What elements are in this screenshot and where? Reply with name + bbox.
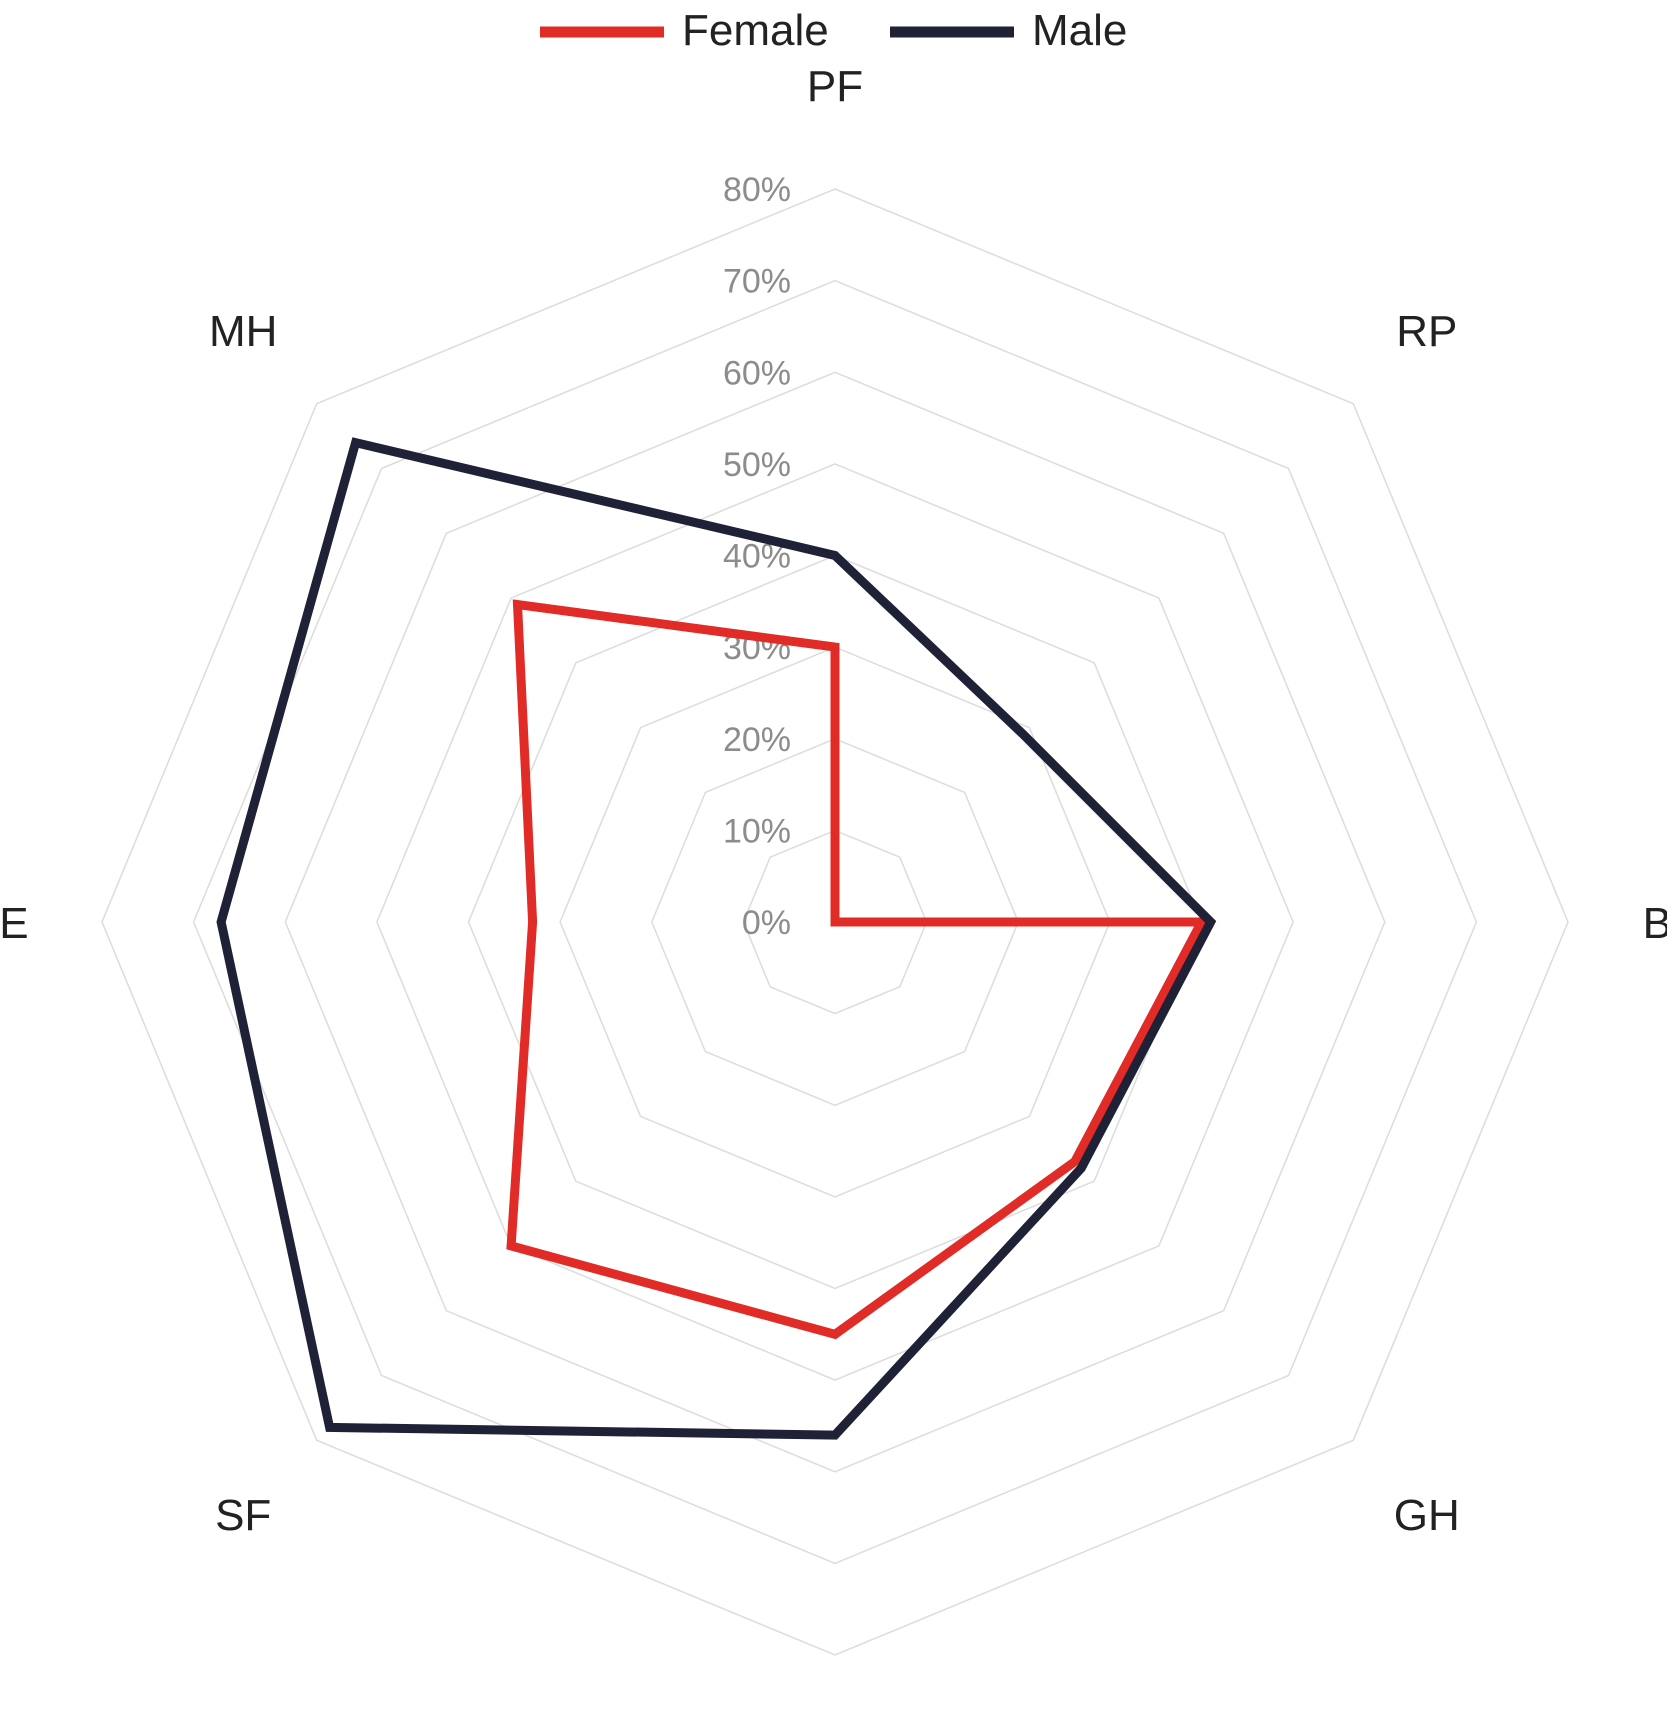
series-group	[216, 437, 1217, 1440]
tick-label: 70%	[723, 263, 791, 301]
series-line-female	[506, 599, 1209, 1340]
grid-ring-4	[467, 554, 1203, 1290]
legend-label-female: Female	[682, 6, 829, 55]
axis-label-bp: BP	[1643, 899, 1667, 948]
tick-label: 20%	[723, 721, 791, 759]
axis-label-sf: SF	[215, 1491, 271, 1540]
grid-ring-6	[284, 371, 1386, 1473]
legend-label-male: Male	[1032, 6, 1127, 55]
grid-ring-8	[101, 188, 1569, 1656]
axis-labels: PFRPBPGHVitSFREMH	[0, 62, 1667, 1540]
tick-label: 60%	[723, 354, 791, 392]
axis-label-mh: MH	[209, 307, 277, 356]
tick-label: 80%	[723, 171, 791, 209]
axis-label-gh: GH	[1394, 1491, 1460, 1540]
tick-label: 50%	[723, 446, 791, 484]
tick-label: 10%	[723, 812, 791, 850]
axis-label-pf: PF	[807, 62, 863, 111]
grid-ring-2	[650, 737, 1020, 1107]
series-line-male	[216, 437, 1217, 1440]
grid-ring-5	[376, 463, 1294, 1381]
grid-ring-1	[742, 829, 928, 1015]
grid-ring-3	[559, 646, 1111, 1198]
grid	[101, 188, 1569, 1656]
axis-label-re: RE	[0, 899, 29, 948]
tick-label: 0%	[742, 904, 791, 942]
grid-ring-7	[192, 279, 1478, 1565]
axis-label-rp: RP	[1396, 307, 1457, 356]
legend: Female Male	[540, 6, 1127, 55]
tick-labels: 0%10%20%30%40%50%60%70%80%	[723, 171, 791, 942]
